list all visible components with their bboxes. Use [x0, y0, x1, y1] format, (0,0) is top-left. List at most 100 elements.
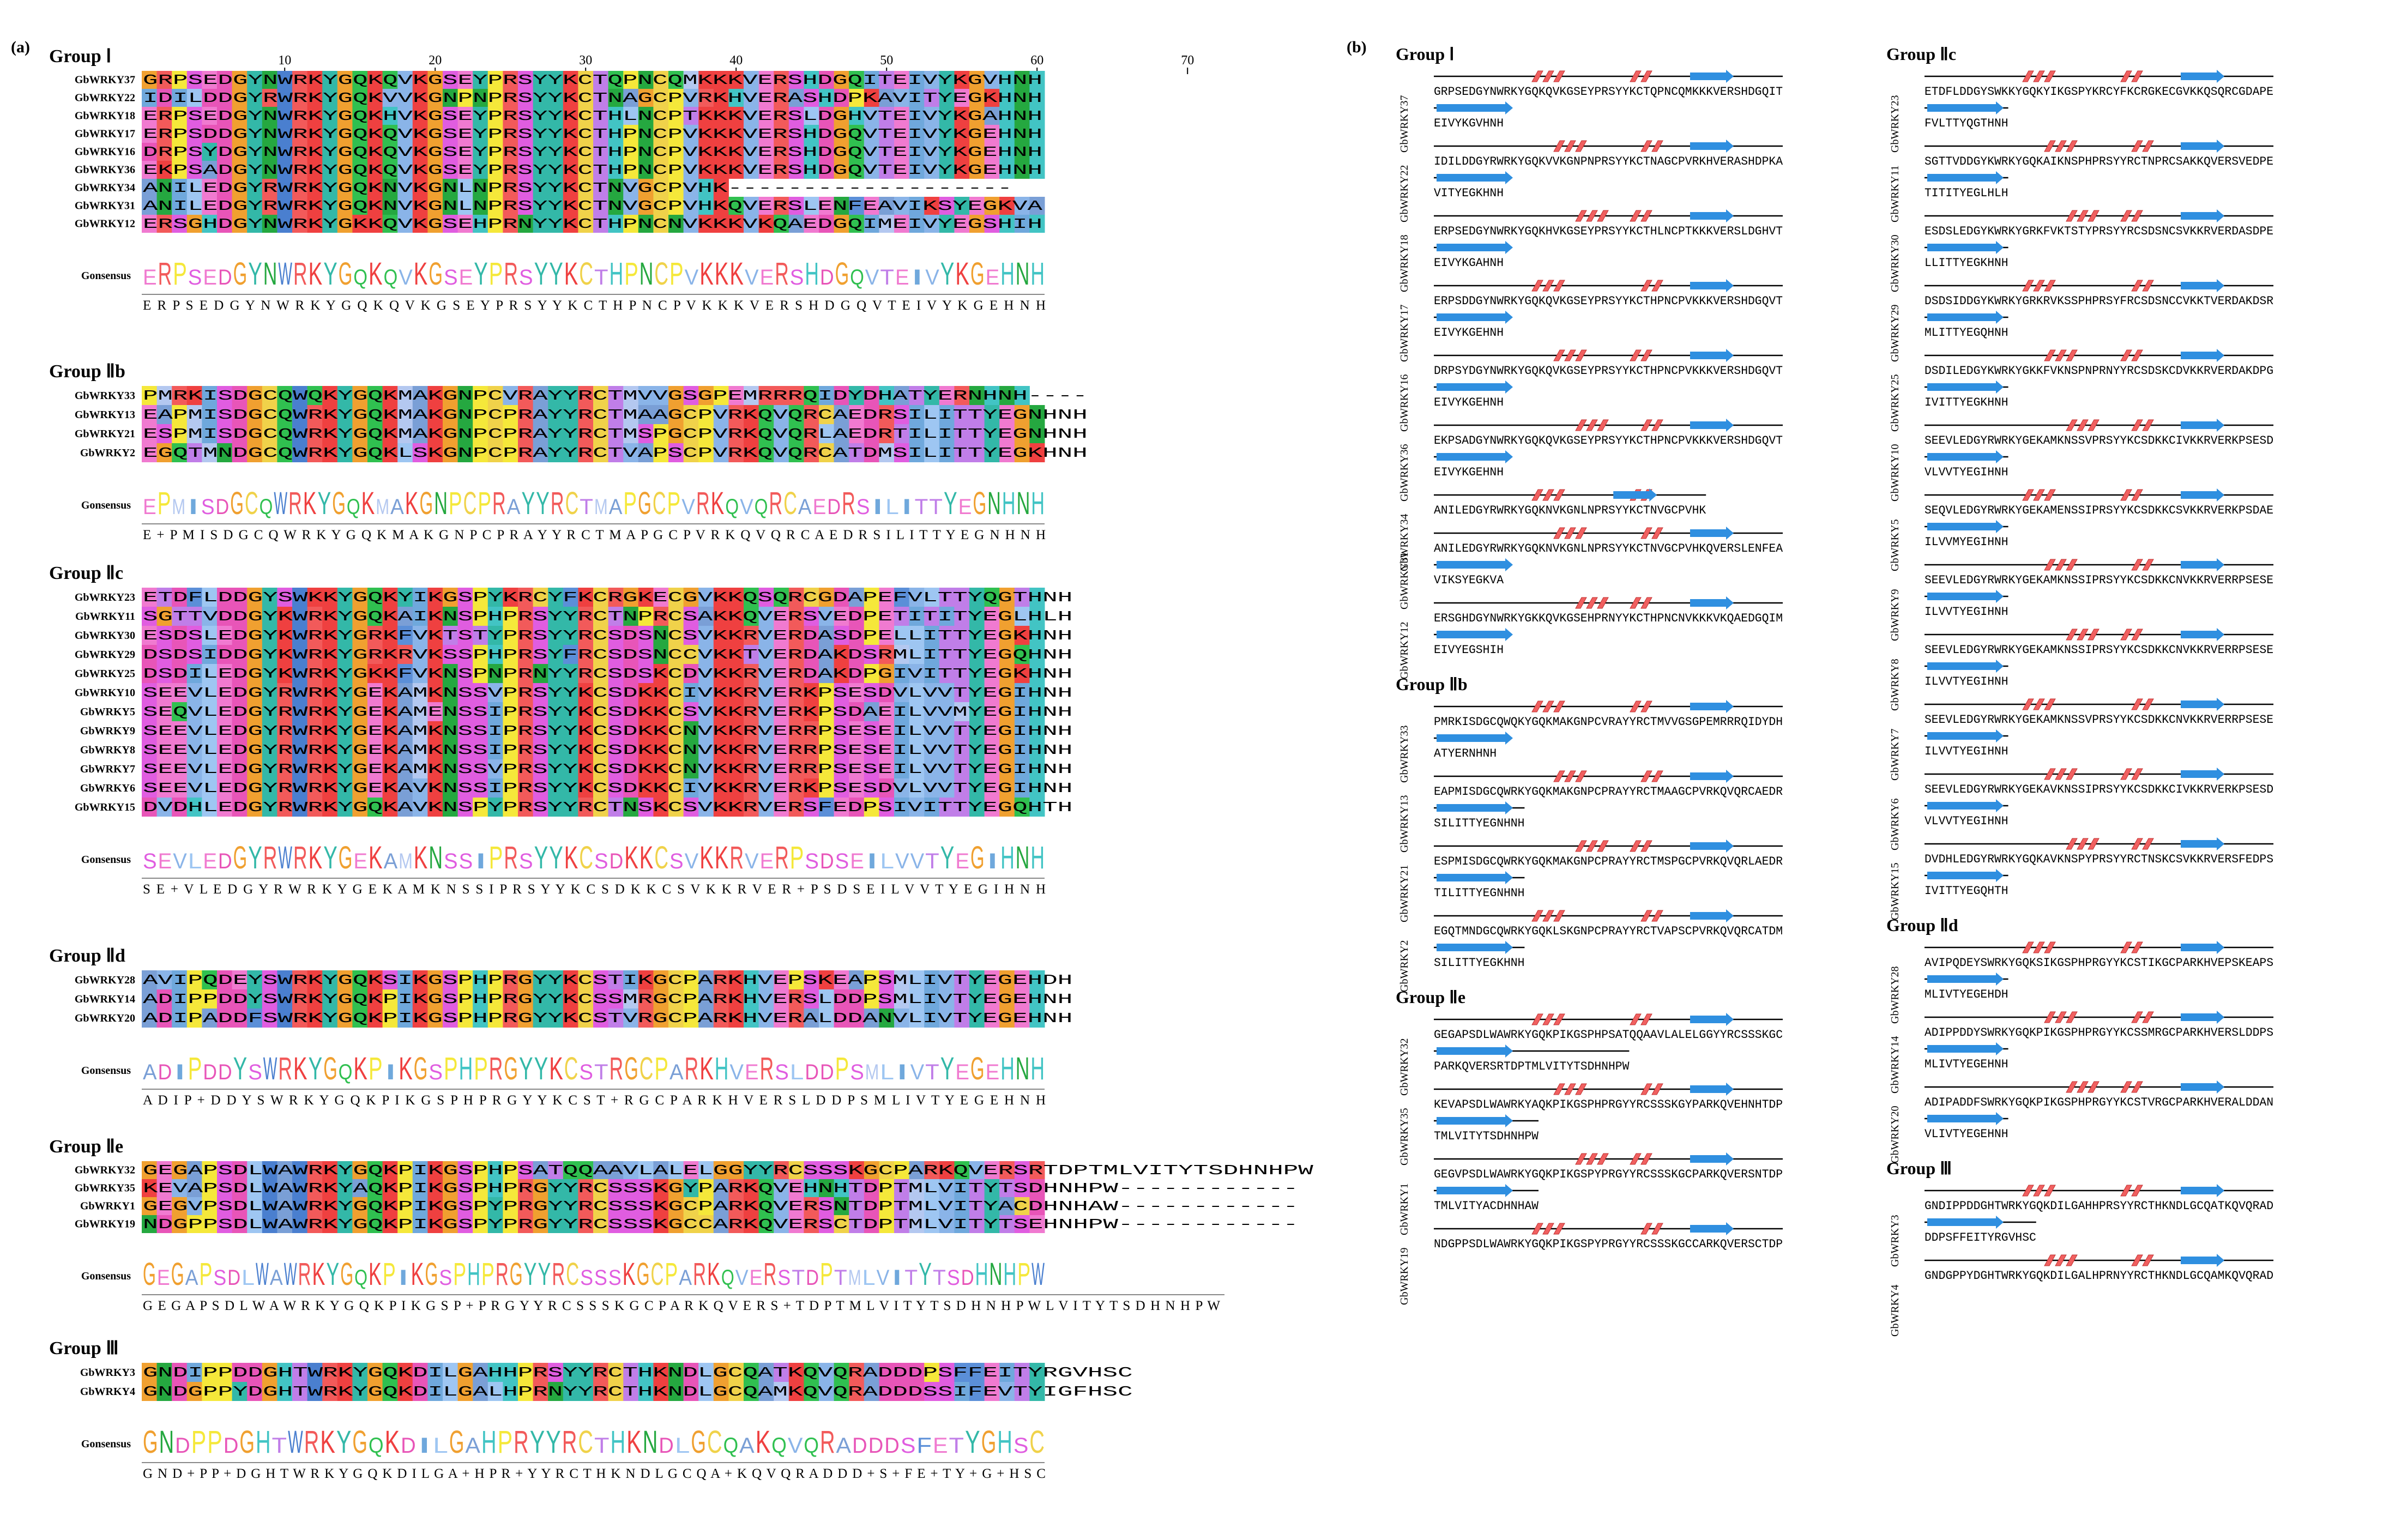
logo-letter: R	[298, 1257, 311, 1292]
residue-cell	[307, 161, 323, 179]
logo-letter: E	[933, 1434, 948, 1458]
residue-cell	[653, 179, 669, 197]
ruler-tick: 40	[729, 53, 743, 68]
residue-cell	[939, 107, 955, 125]
residue-cell	[548, 125, 564, 143]
residue-cell	[487, 424, 503, 443]
aligned-sequence: ERPSDDGYNWRKYGQKQVKGSEYPRSYYKCTHPNCPVKKK…	[143, 126, 1042, 142]
residue-cell	[427, 443, 443, 462]
residue-cell	[774, 89, 789, 107]
residue-cell	[548, 179, 564, 197]
residue-cell	[819, 386, 835, 405]
residue-cell	[382, 588, 398, 607]
residue-cell	[382, 645, 398, 664]
residue-cell	[819, 71, 835, 89]
residue-cell	[307, 626, 323, 645]
residue-cell	[894, 443, 910, 462]
residue-cell	[337, 107, 353, 125]
residue-cell	[156, 683, 172, 702]
residue-cell	[804, 424, 819, 443]
residue-cell	[337, 588, 353, 607]
logo-letter: L	[880, 1060, 894, 1084]
residue-cell	[593, 645, 609, 664]
logo-letter: W	[278, 840, 292, 875]
residue-cell	[352, 125, 368, 143]
residue-cell	[713, 197, 729, 215]
residue-cell	[548, 626, 564, 645]
residue-cell	[322, 161, 338, 179]
logo-letter: Y	[940, 256, 955, 292]
entry-name: GbWRKY12	[1398, 621, 1410, 679]
aligned-sequence: ERPSEDGYNWRKYGQKHVKGSEYPRSYYKCTHLNCPTKKK…	[143, 108, 1042, 124]
logo-letter: Y	[530, 1424, 545, 1460]
residue-cell	[954, 626, 970, 645]
logo-letter: K	[353, 1051, 367, 1086]
residue-cell	[834, 107, 849, 125]
residue-cell	[217, 107, 233, 125]
logo-letter: H	[1030, 256, 1045, 292]
residue-cell	[834, 197, 849, 215]
residue-cell	[563, 89, 578, 107]
logo-letter: A	[609, 495, 623, 519]
logo-letter: Y	[538, 1257, 551, 1292]
logo-letter: D	[203, 1060, 217, 1084]
logo-letter: D	[852, 1434, 867, 1458]
logo-letter: P	[1017, 1257, 1030, 1292]
residue-cell	[397, 71, 413, 89]
logo-letter: H	[975, 1257, 988, 1292]
residue-cell	[909, 89, 925, 107]
residue-cell	[683, 626, 699, 645]
residue-cell	[728, 71, 744, 89]
residue-cell	[894, 607, 910, 626]
residue-cell	[292, 607, 308, 626]
residue-cell	[487, 626, 503, 645]
residue-cell	[939, 664, 955, 683]
logo-letter: T	[792, 1266, 805, 1290]
residue-cell	[277, 107, 293, 125]
residue-cell	[292, 645, 308, 664]
residue-cell	[864, 197, 879, 215]
residue-cell	[939, 424, 955, 443]
logo-letter: D	[820, 1060, 834, 1084]
logo-letter: V	[745, 849, 759, 873]
logo-letter: G	[332, 486, 346, 521]
logo-letter: D	[175, 1434, 190, 1458]
residue-cell	[142, 424, 158, 443]
residue-cell	[563, 645, 578, 664]
helix-mark	[1531, 1013, 1565, 1025]
residue-cell	[232, 89, 248, 107]
residue-cell	[307, 71, 323, 89]
residue-cell	[984, 107, 1000, 125]
strand-arrow	[1690, 1152, 1734, 1165]
residue-cell	[548, 107, 564, 125]
residue-cell	[337, 405, 353, 424]
residue-cell	[217, 626, 233, 645]
residue-cell	[277, 125, 293, 143]
sequence-name: GbWRKY20	[75, 1012, 135, 1024]
strand-arrow	[1927, 450, 2004, 463]
residue-cell	[834, 405, 849, 424]
structure-sequence: TMLVITYACDHNHAW	[1434, 1199, 1539, 1213]
residue-cell	[443, 607, 459, 626]
helix-mark	[1531, 700, 1565, 712]
logo-letter: Q	[721, 1266, 734, 1290]
logo-letter: S	[213, 1266, 226, 1290]
logo-letter: H	[805, 256, 819, 292]
residue-cell	[894, 645, 910, 664]
structure-sequence: FVLTTYQGTHNH	[1925, 117, 2008, 130]
residue-cell	[367, 626, 383, 645]
logo-letter: Y	[233, 1051, 248, 1086]
residue-cell	[834, 588, 849, 607]
residue-cell	[473, 443, 488, 462]
residue-cell	[578, 197, 594, 215]
logo-letter: N	[1017, 486, 1030, 521]
helix-mark	[2066, 629, 2100, 641]
logo-letter: I	[417, 1434, 432, 1458]
residue-cell	[608, 424, 624, 443]
logo-letter: K	[369, 840, 383, 875]
logo-letter: P	[188, 1051, 202, 1086]
residue-cell	[397, 386, 413, 405]
residue-cell	[623, 443, 639, 462]
residue-cell	[503, 645, 518, 664]
residue-cell	[909, 71, 925, 89]
